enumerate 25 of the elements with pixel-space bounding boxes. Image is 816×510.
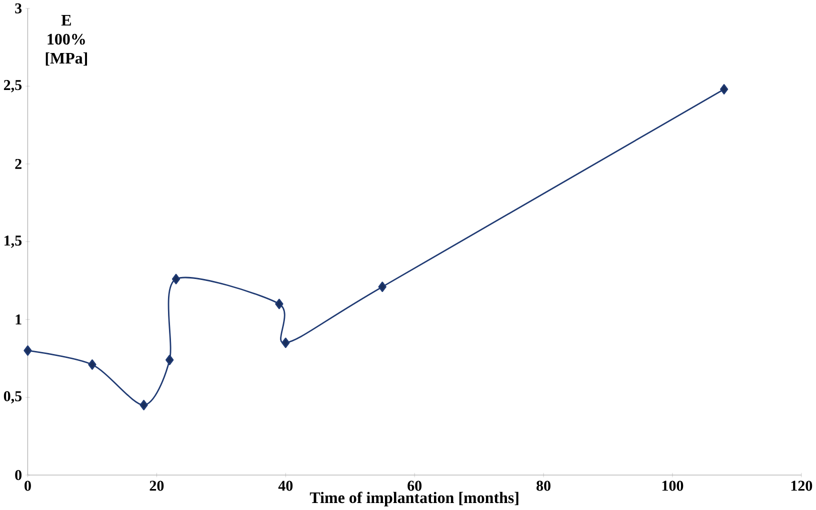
- point: [166, 354, 174, 366]
- point: [24, 346, 32, 356]
- x-tick-label: 80: [536, 480, 550, 491]
- point: [172, 274, 180, 284]
- point: [88, 360, 96, 370]
- point: [282, 338, 290, 348]
- point: [378, 282, 386, 292]
- y-tick-label: 2: [15, 159, 22, 170]
- x-tick-label: 120: [791, 480, 812, 491]
- y-tick-label: 0,5: [4, 391, 22, 404]
- point: [720, 84, 728, 95]
- point: [275, 298, 284, 310]
- x-axis-title: Time of implantation [months]: [310, 492, 518, 507]
- y-tick-label: 3: [15, 3, 22, 14]
- x-tick-label: 100: [662, 480, 684, 491]
- y-tick-label: 0: [15, 470, 22, 480]
- x-tick-label: 60: [408, 480, 422, 491]
- x-tick-label: 40: [278, 480, 293, 491]
- y-tick-label: 2,5: [4, 80, 22, 92]
- y-tick-label: 1: [16, 314, 22, 325]
- point: [140, 400, 148, 410]
- y-tick-label: 1,5: [4, 236, 22, 248]
- x-tick-label: 0: [24, 480, 31, 491]
- x-tick-label: 20: [150, 480, 164, 491]
- y-axis-title: E 100% [MPa]: [46, 15, 87, 66]
